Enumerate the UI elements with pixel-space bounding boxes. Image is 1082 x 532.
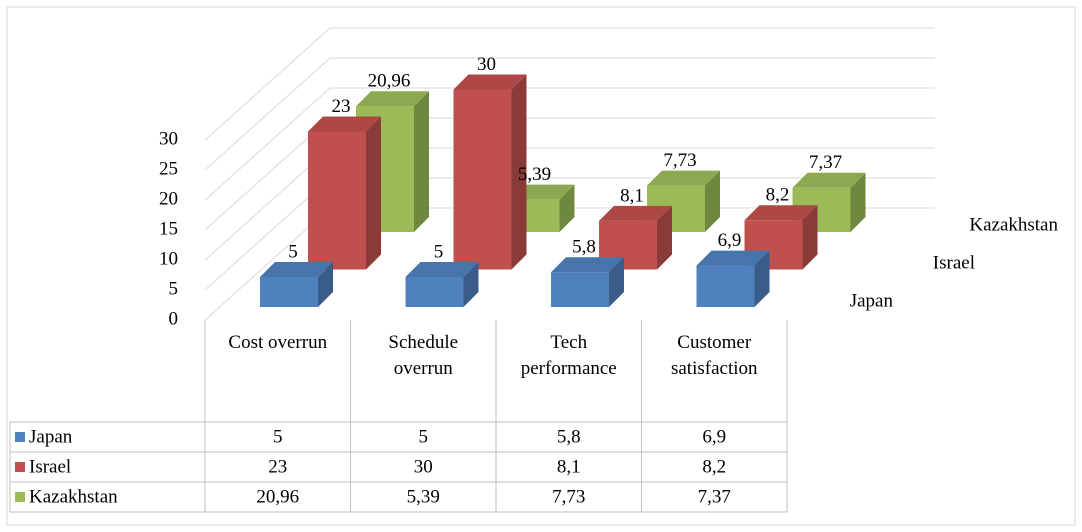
bar <box>405 262 479 307</box>
data-label: 30 <box>477 54 496 75</box>
legend-label: Kazakhstan <box>29 486 118 507</box>
table-header: Schedule overrun <box>388 332 459 379</box>
bar-front <box>551 272 609 307</box>
table-value: 7,73 <box>552 486 585 507</box>
legend-label: Japan <box>29 426 73 447</box>
table-value: 5,8 <box>557 426 581 447</box>
bar-top <box>599 205 672 221</box>
bar-front <box>308 131 366 270</box>
table-value: 20,96 <box>256 486 299 507</box>
bar-side <box>657 205 672 270</box>
bar-side <box>609 257 624 307</box>
data-label: 8,2 <box>766 185 790 206</box>
bar-top <box>308 116 381 132</box>
data-label: 23 <box>332 96 351 117</box>
bar-front <box>696 265 755 307</box>
depth-axis-label: Israel <box>933 252 975 273</box>
data-label: 5,39 <box>518 164 551 185</box>
table-value: 5,39 <box>407 486 440 507</box>
y-tick-label: 15 <box>159 218 178 239</box>
legend-label: Israel <box>29 456 71 477</box>
data-label: 5,8 <box>572 237 596 258</box>
grid-line <box>204 87 935 201</box>
grid-line <box>204 57 935 171</box>
legend-key <box>15 492 25 502</box>
chart-border <box>6 6 1076 526</box>
bar-front <box>260 277 318 307</box>
data-label: 8,1 <box>620 185 644 206</box>
bar-top <box>551 257 624 273</box>
y-tick-label: 20 <box>159 188 178 209</box>
table-value: 5 <box>419 426 429 447</box>
bar-top <box>405 262 479 277</box>
bar-side <box>705 170 720 232</box>
data-label: 6,9 <box>718 230 742 251</box>
table-value: 7,37 <box>698 486 731 507</box>
table-header: Cost overrun <box>228 332 328 353</box>
bar <box>453 74 527 270</box>
table-value: 5 <box>273 426 283 447</box>
bar <box>260 262 333 307</box>
bar-front <box>405 277 464 307</box>
data-label: 7,37 <box>809 152 842 173</box>
bar <box>308 116 381 270</box>
table-value: 6,9 <box>702 426 726 447</box>
bar <box>647 170 720 232</box>
bar <box>599 205 672 270</box>
table-value: 30 <box>414 456 433 477</box>
y-tick-label: 0 <box>169 308 179 329</box>
bar-top <box>260 262 333 277</box>
bar-top <box>453 74 527 90</box>
table-value: 8,1 <box>557 456 581 477</box>
bar-side <box>414 91 429 233</box>
bar-top <box>647 170 720 186</box>
bar-top <box>792 172 866 188</box>
bar-top <box>744 205 818 221</box>
y-tick-label: 25 <box>159 158 178 179</box>
table-value: 8,2 <box>702 456 726 477</box>
table-value: 23 <box>268 456 287 477</box>
table-header: Tech performance <box>520 332 617 379</box>
bar-front <box>453 89 512 270</box>
bar-side <box>511 74 527 270</box>
bar-side <box>850 172 866 232</box>
bar <box>551 257 624 307</box>
y-tick-label: 10 <box>159 248 178 269</box>
data-label: 7,73 <box>663 150 696 171</box>
depth-axis-label: Kazakhstan <box>969 214 1058 235</box>
legend-key <box>15 462 25 472</box>
bar <box>696 250 770 307</box>
grid-line <box>204 27 935 141</box>
bar-side <box>559 184 575 232</box>
y-tick-label: 30 <box>159 128 178 149</box>
data-label: 5 <box>434 241 444 262</box>
data-label: 5 <box>288 241 298 262</box>
bar-top <box>696 250 770 266</box>
bar-top <box>356 91 429 107</box>
legend-key <box>15 432 25 442</box>
y-tick-label: 5 <box>169 278 179 299</box>
depth-axis-label: Japan <box>850 290 894 311</box>
bar <box>356 91 429 233</box>
table-header: Customer satisfaction <box>670 332 758 379</box>
bar-side <box>366 116 381 270</box>
bar-side <box>754 250 770 307</box>
data-label: 20,96 <box>368 71 411 92</box>
bar-side <box>802 205 818 270</box>
